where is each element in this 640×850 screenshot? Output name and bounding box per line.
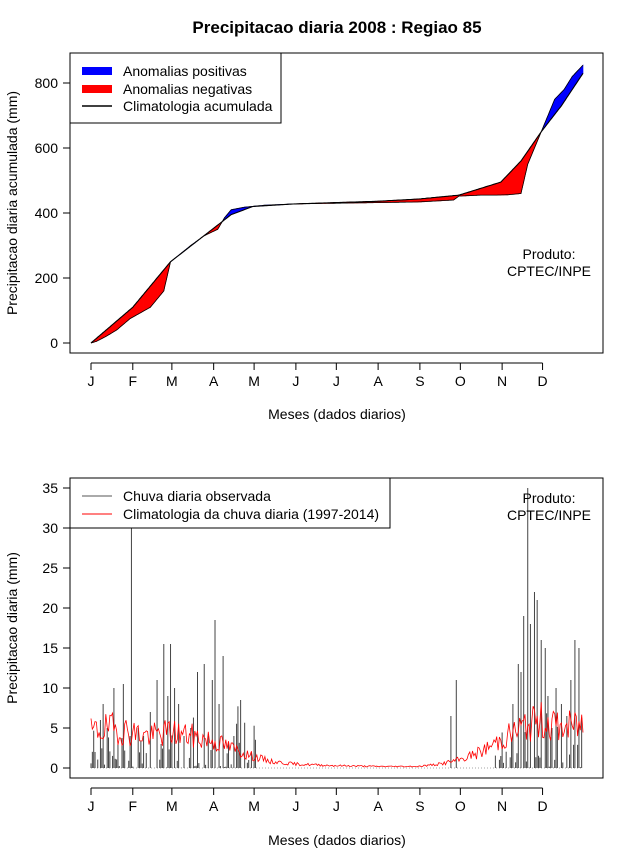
y-tick-label-daily: 5 [50, 720, 58, 736]
x-tick-label-daily: A [373, 798, 383, 814]
legend-label-climatology: Climatologia acumulada [123, 98, 273, 114]
y-tick-label-daily: 20 [42, 600, 58, 616]
climatology-daily-line [90, 702, 584, 768]
x-tick-label: J [88, 373, 95, 389]
x-tick-label: O [455, 373, 466, 389]
cumulative-panel: 0 200 400 600 800 J F M A M J J A S O N D Precipitacao d… [4, 52, 604, 422]
x-tick-label-daily: J [333, 798, 340, 814]
x-tick-label-daily: M [166, 798, 178, 814]
y-tick-label-daily: 15 [42, 640, 58, 656]
x-tick-label: F [129, 373, 138, 389]
legend-label-observed: Chuva diaria observada [123, 488, 271, 504]
legend-label-negative: Anomalias negativas [123, 81, 252, 97]
x-tick-label-daily: S [415, 798, 424, 814]
x-tick-label-daily: F [129, 798, 138, 814]
legend-daily: Chuva diaria observada Climatologia da c… [69, 477, 391, 529]
y-tick-label: 0 [50, 335, 58, 351]
x-tick-label-daily: D [537, 798, 547, 814]
x-axis-label-cumulative: Meses (dados diarios) [268, 406, 406, 422]
y-axis-label-cumulative: Precipitacao diaria acumulada (mm) [4, 91, 20, 315]
y-axis-label-daily: Precipitacao diaria (mm) [4, 552, 20, 704]
y-tick-label: 200 [35, 270, 59, 286]
annotation-produto-daily: Produto: [523, 490, 576, 506]
x-tick-label: D [537, 373, 547, 389]
x-tick-label: J [333, 373, 340, 389]
x-tick-label-daily: A [209, 798, 219, 814]
x-tick-label-daily: O [455, 798, 466, 814]
y-tick-label-daily: 10 [42, 680, 58, 696]
daily-panel: 0 5 10 15 20 25 30 35 J F M A M J J A S O N D Precipitacao … [4, 477, 604, 848]
x-tick-label: M [166, 373, 178, 389]
y-tick-label: 800 [35, 75, 59, 91]
x-tick-label: A [373, 373, 383, 389]
x-tick-label-daily: N [497, 798, 507, 814]
y-tick-label: 600 [35, 140, 59, 156]
y-tick-label-daily: 0 [50, 760, 58, 776]
x-tick-label: M [248, 373, 260, 389]
x-axis-label-daily: Meses (dados diarios) [268, 832, 406, 848]
x-tick-label: A [209, 373, 219, 389]
x-tick-label-daily: M [248, 798, 260, 814]
y-tick-label-daily: 30 [42, 520, 58, 536]
x-tick-label: S [415, 373, 424, 389]
legend-label-positive: Anomalias positivas [123, 63, 247, 79]
annotation-cptec: CPTEC/INPE [507, 263, 591, 279]
y-tick-label-daily: 35 [42, 480, 58, 496]
y-tick-label: 400 [35, 205, 59, 221]
x-tick-label-daily: J [88, 798, 95, 814]
x-tick-label: N [497, 373, 507, 389]
x-tick-label-daily: J [292, 798, 299, 814]
legend-box-daily [69, 477, 391, 529]
legend-cumulative: Anomalias positivas Anomalias negativas … [69, 52, 282, 124]
figure-title: Precipitacao diaria 2008 : Regiao 85 [192, 18, 481, 37]
annotation-produto: Produto: [523, 246, 576, 262]
y-tick-label-daily: 25 [42, 560, 58, 576]
annotation-cptec-daily: CPTEC/INPE [507, 507, 591, 523]
climatology-cumulative-line [90, 73, 584, 344]
legend-label-climatology-daily: Climatologia da chuva diaria (1997-2014) [123, 506, 379, 522]
x-tick-label: J [292, 373, 299, 389]
